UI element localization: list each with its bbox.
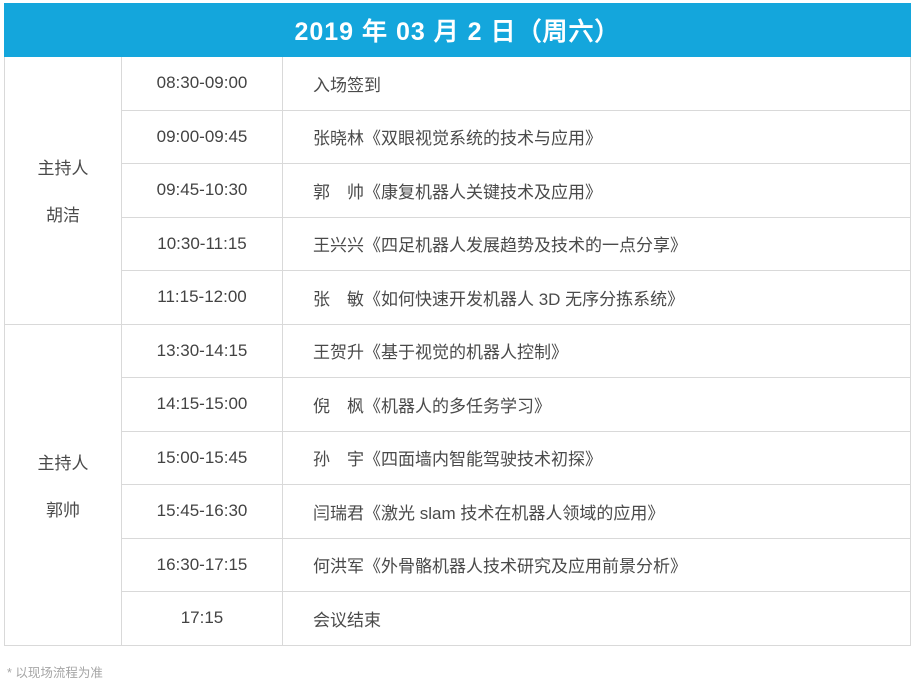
time-cell: 10:30-11:15 bbox=[122, 217, 283, 270]
table-row: 09:00-09:45 张晓林《双眼视觉系统的技术与应用》 bbox=[122, 109, 910, 163]
topic-cell: 闫瑞君《激光 slam 技术在机器人领域的应用》 bbox=[313, 503, 665, 523]
topic-cell: 倪 枫《机器人的多任务学习》 bbox=[313, 396, 551, 416]
host-cell: 主持人 郭帅 bbox=[5, 324, 122, 645]
session-rows: 08:30-09:00 入场签到 09:00-09:45 张晓林《双眼视觉系统的… bbox=[122, 57, 910, 324]
topic-cell: 孙 宇《四面墙内智能驾驶技术初探》 bbox=[313, 450, 602, 470]
table-row: 15:00-15:45 孙 宇《四面墙内智能驾驶技术初探》 bbox=[122, 430, 910, 484]
topic-cell: 王兴兴《四足机器人发展趋势及技术的一点分享》 bbox=[313, 236, 687, 256]
host-role-label: 主持人 bbox=[37, 159, 89, 179]
topic-cell: 入场签到 bbox=[313, 75, 381, 95]
host-role-label: 主持人 bbox=[37, 453, 89, 473]
table-row: 09:45-10:30 郭 帅《康复机器人关键技术及应用》 bbox=[122, 163, 910, 217]
time-cell: 15:00-15:45 bbox=[122, 431, 283, 484]
time-cell: 16:30-17:15 bbox=[122, 538, 283, 591]
topic-cell: 王贺升《基于视觉的机器人控制》 bbox=[313, 343, 568, 363]
session-rows: 13:30-14:15 王贺升《基于视觉的机器人控制》 14:15-15:00 … bbox=[122, 324, 910, 645]
time-cell: 09:00-09:45 bbox=[122, 110, 283, 163]
host-name-label: 胡洁 bbox=[46, 206, 80, 226]
time-cell: 14:15-15:00 bbox=[122, 378, 283, 431]
time-cell: 11:15-12:00 bbox=[122, 271, 283, 324]
table-row: 08:30-09:00 入场签到 bbox=[122, 57, 910, 110]
footer-note: * 以现场流程为准 bbox=[7, 665, 103, 680]
time-cell: 08:30-09:00 bbox=[122, 57, 283, 110]
table-header: 2019 年 03 月 2 日（周六） bbox=[4, 3, 911, 57]
topic-cell: 何洪军《外骨骼机器人技术研究及应用前景分析》 bbox=[313, 557, 687, 577]
time-cell: 09:45-10:30 bbox=[122, 164, 283, 217]
topic-cell: 张晓林《双眼视觉系统的技术与应用》 bbox=[313, 129, 602, 149]
host-cell: 主持人 胡洁 bbox=[5, 57, 122, 324]
time-cell: 13:30-14:15 bbox=[122, 324, 283, 377]
table-row: 10:30-11:15 王兴兴《四足机器人发展趋势及技术的一点分享》 bbox=[122, 216, 910, 270]
table-body: 主持人 胡洁 08:30-09:00 入场签到 09:00-09:45 张晓林《… bbox=[4, 57, 911, 646]
table-row: 14:15-15:00 倪 枫《机器人的多任务学习》 bbox=[122, 377, 910, 431]
topic-cell: 张 敏《如何快速开发机器人 3D 无序分拣系统》 bbox=[313, 289, 685, 309]
table-row: 11:15-12:00 张 敏《如何快速开发机器人 3D 无序分拣系统》 bbox=[122, 270, 910, 324]
topic-cell: 郭 帅《康复机器人关键技术及应用》 bbox=[313, 182, 602, 202]
session-section-afternoon: 主持人 郭帅 13:30-14:15 王贺升《基于视觉的机器人控制》 14:15… bbox=[5, 323, 910, 645]
schedule-table: 2019 年 03 月 2 日（周六） 主持人 胡洁 08:30-09:00 入… bbox=[4, 3, 911, 646]
host-name-label: 郭帅 bbox=[46, 500, 80, 520]
topic-cell: 会议结束 bbox=[313, 610, 381, 630]
time-cell: 15:45-16:30 bbox=[122, 485, 283, 538]
time-cell: 17:15 bbox=[122, 592, 283, 645]
table-row: 13:30-14:15 王贺升《基于视觉的机器人控制》 bbox=[122, 324, 910, 377]
table-row: 16:30-17:15 何洪军《外骨骼机器人技术研究及应用前景分析》 bbox=[122, 537, 910, 591]
session-section-morning: 主持人 胡洁 08:30-09:00 入场签到 09:00-09:45 张晓林《… bbox=[5, 57, 910, 324]
date-title: 2019 年 03 月 2 日（周六） bbox=[294, 18, 621, 46]
table-row: 17:15 会议结束 bbox=[122, 591, 910, 645]
table-row: 15:45-16:30 闫瑞君《激光 slam 技术在机器人领域的应用》 bbox=[122, 484, 910, 538]
